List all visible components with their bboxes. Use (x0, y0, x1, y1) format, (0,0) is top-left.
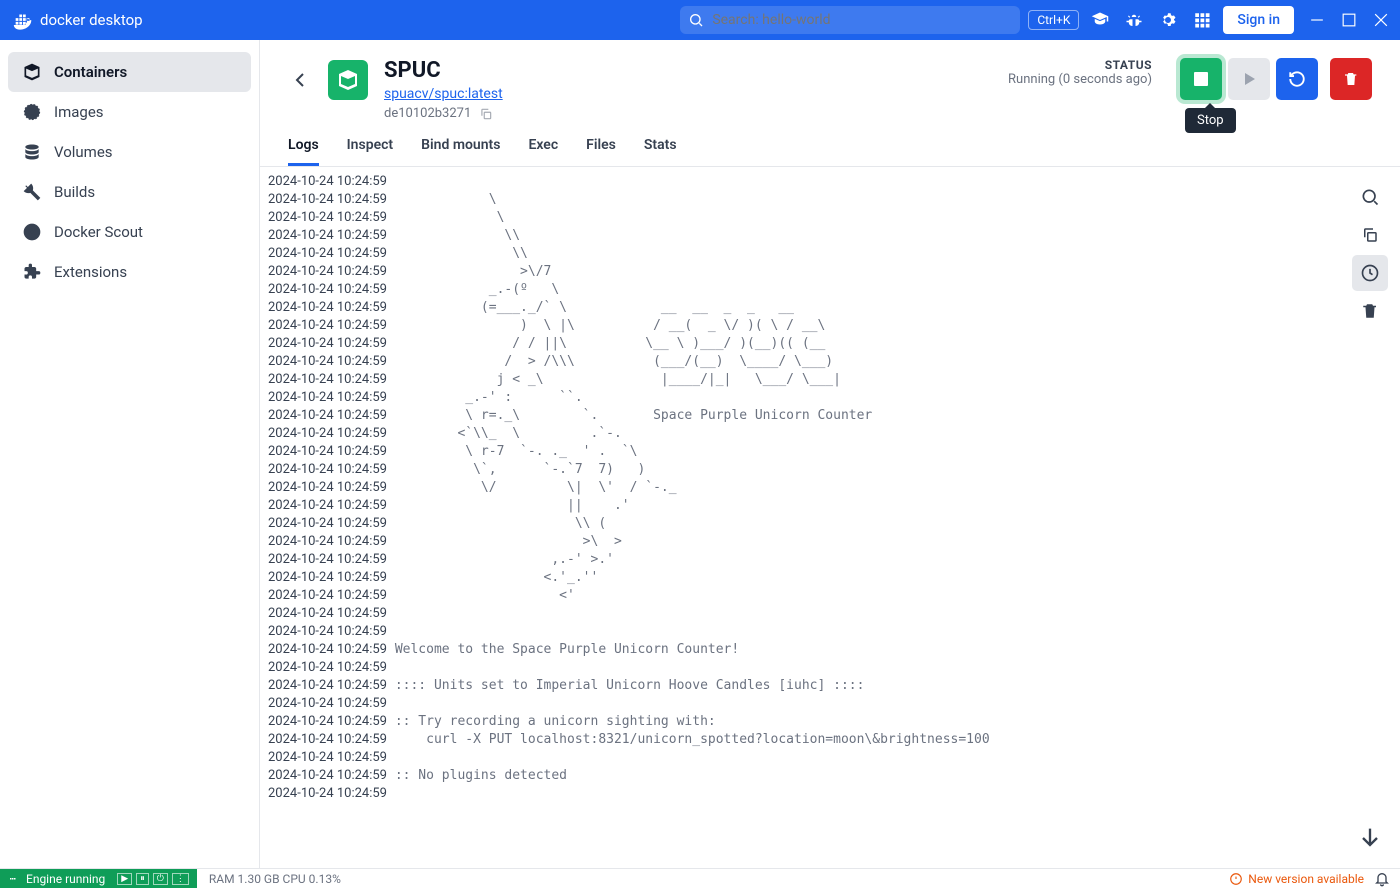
engine-more-icon[interactable]: ⋮ (172, 873, 189, 885)
settings-icon[interactable] (1159, 11, 1177, 29)
start-button[interactable] (1228, 58, 1270, 100)
sidebar-item-builds[interactable]: Builds (8, 172, 251, 212)
tab-logs[interactable]: Logs (288, 137, 319, 166)
containers-icon (22, 62, 42, 82)
info-icon (1229, 872, 1243, 886)
sidebar-item-extensions[interactable]: Extensions (8, 252, 251, 292)
apps-icon[interactable] (1193, 11, 1211, 29)
back-button[interactable] (288, 68, 312, 92)
stop-tooltip: Stop (1185, 108, 1236, 133)
sidebar-item-volumes[interactable]: Volumes (8, 132, 251, 172)
sidebar-item-label: Extensions (54, 263, 127, 281)
logs-copy-button[interactable] (1352, 217, 1388, 253)
restart-button[interactable] (1276, 58, 1318, 100)
engine-power-icon[interactable]: ⏻ (153, 873, 168, 885)
logo-text: docker desktop (40, 11, 143, 29)
container-name: SPUC (384, 58, 992, 83)
kbd-shortcut: Ctrl+K (1028, 10, 1079, 30)
tab-bindmounts[interactable]: Bind mounts (421, 137, 500, 166)
images-icon (22, 102, 42, 122)
minimize-icon[interactable] (1310, 13, 1324, 27)
footer-stats: RAM 1.30 GB CPU 0.13% (197, 872, 353, 886)
footer: Engine running ▶ ⏸ ⏻ ⋮ RAM 1.30 GB CPU 0… (0, 868, 1400, 888)
status-label: STATUS (1008, 58, 1152, 72)
bug-icon[interactable] (1125, 11, 1143, 29)
engine-play-icon[interactable]: ▶ (117, 873, 132, 885)
container-header: SPUC spuacv/spuc:latest de10102b3271 STA… (260, 40, 1400, 121)
sidebar-item-containers[interactable]: Containers (8, 52, 251, 92)
logs-clear-button[interactable] (1352, 293, 1388, 329)
builds-icon (22, 182, 42, 202)
container-id: de10102b3271 (384, 106, 471, 121)
sidebar-item-label: Volumes (54, 143, 113, 161)
sidebar-item-label: Images (54, 103, 104, 121)
copy-icon[interactable] (479, 107, 493, 121)
close-icon[interactable] (1374, 13, 1388, 27)
search-input[interactable] (680, 6, 1020, 34)
maximize-icon[interactable] (1342, 13, 1356, 27)
tab-stats[interactable]: Stats (644, 137, 677, 166)
sidebar-item-label: Builds (54, 183, 95, 201)
new-version-link[interactable]: New version available (1229, 872, 1364, 886)
docker-icon (12, 9, 34, 31)
tab-exec[interactable]: Exec (528, 137, 558, 166)
engine-pause-icon[interactable]: ⏸ (136, 873, 149, 885)
sidebar-item-label: Docker Scout (54, 223, 143, 241)
logo: docker desktop (12, 9, 143, 31)
container-type-icon (328, 60, 368, 100)
extensions-icon (22, 262, 42, 282)
bell-icon[interactable] (1374, 871, 1390, 887)
sidebar: Containers Images Volumes Builds Docker … (0, 40, 260, 868)
sidebar-item-label: Containers (54, 63, 127, 81)
logs-output: 2024-10-24 10:24:59 2024-10-24 10:24:59 … (260, 167, 1400, 868)
scroll-down-button[interactable] (1356, 824, 1384, 852)
sidebar-item-scout[interactable]: Docker Scout (8, 212, 251, 252)
status-text: Running (0 seconds ago) (1008, 72, 1152, 87)
scout-icon (22, 222, 42, 242)
stop-button[interactable] (1180, 58, 1222, 100)
image-link[interactable]: spuacv/spuc:latest (384, 86, 503, 102)
docker-small-icon (8, 873, 20, 885)
delete-button[interactable] (1330, 58, 1372, 100)
tab-files[interactable]: Files (586, 137, 616, 166)
engine-status[interactable]: Engine running ▶ ⏸ ⏻ ⋮ (0, 869, 197, 888)
signin-button[interactable]: Sign in (1223, 6, 1294, 34)
volumes-icon (22, 142, 42, 162)
learn-icon[interactable] (1091, 11, 1109, 29)
titlebar: docker desktop Ctrl+K Sign in (0, 0, 1400, 40)
logs-search-button[interactable] (1352, 179, 1388, 215)
tab-inspect[interactable]: Inspect (347, 137, 393, 166)
logs-timestamps-button[interactable] (1352, 255, 1388, 291)
sidebar-item-images[interactable]: Images (8, 92, 251, 132)
